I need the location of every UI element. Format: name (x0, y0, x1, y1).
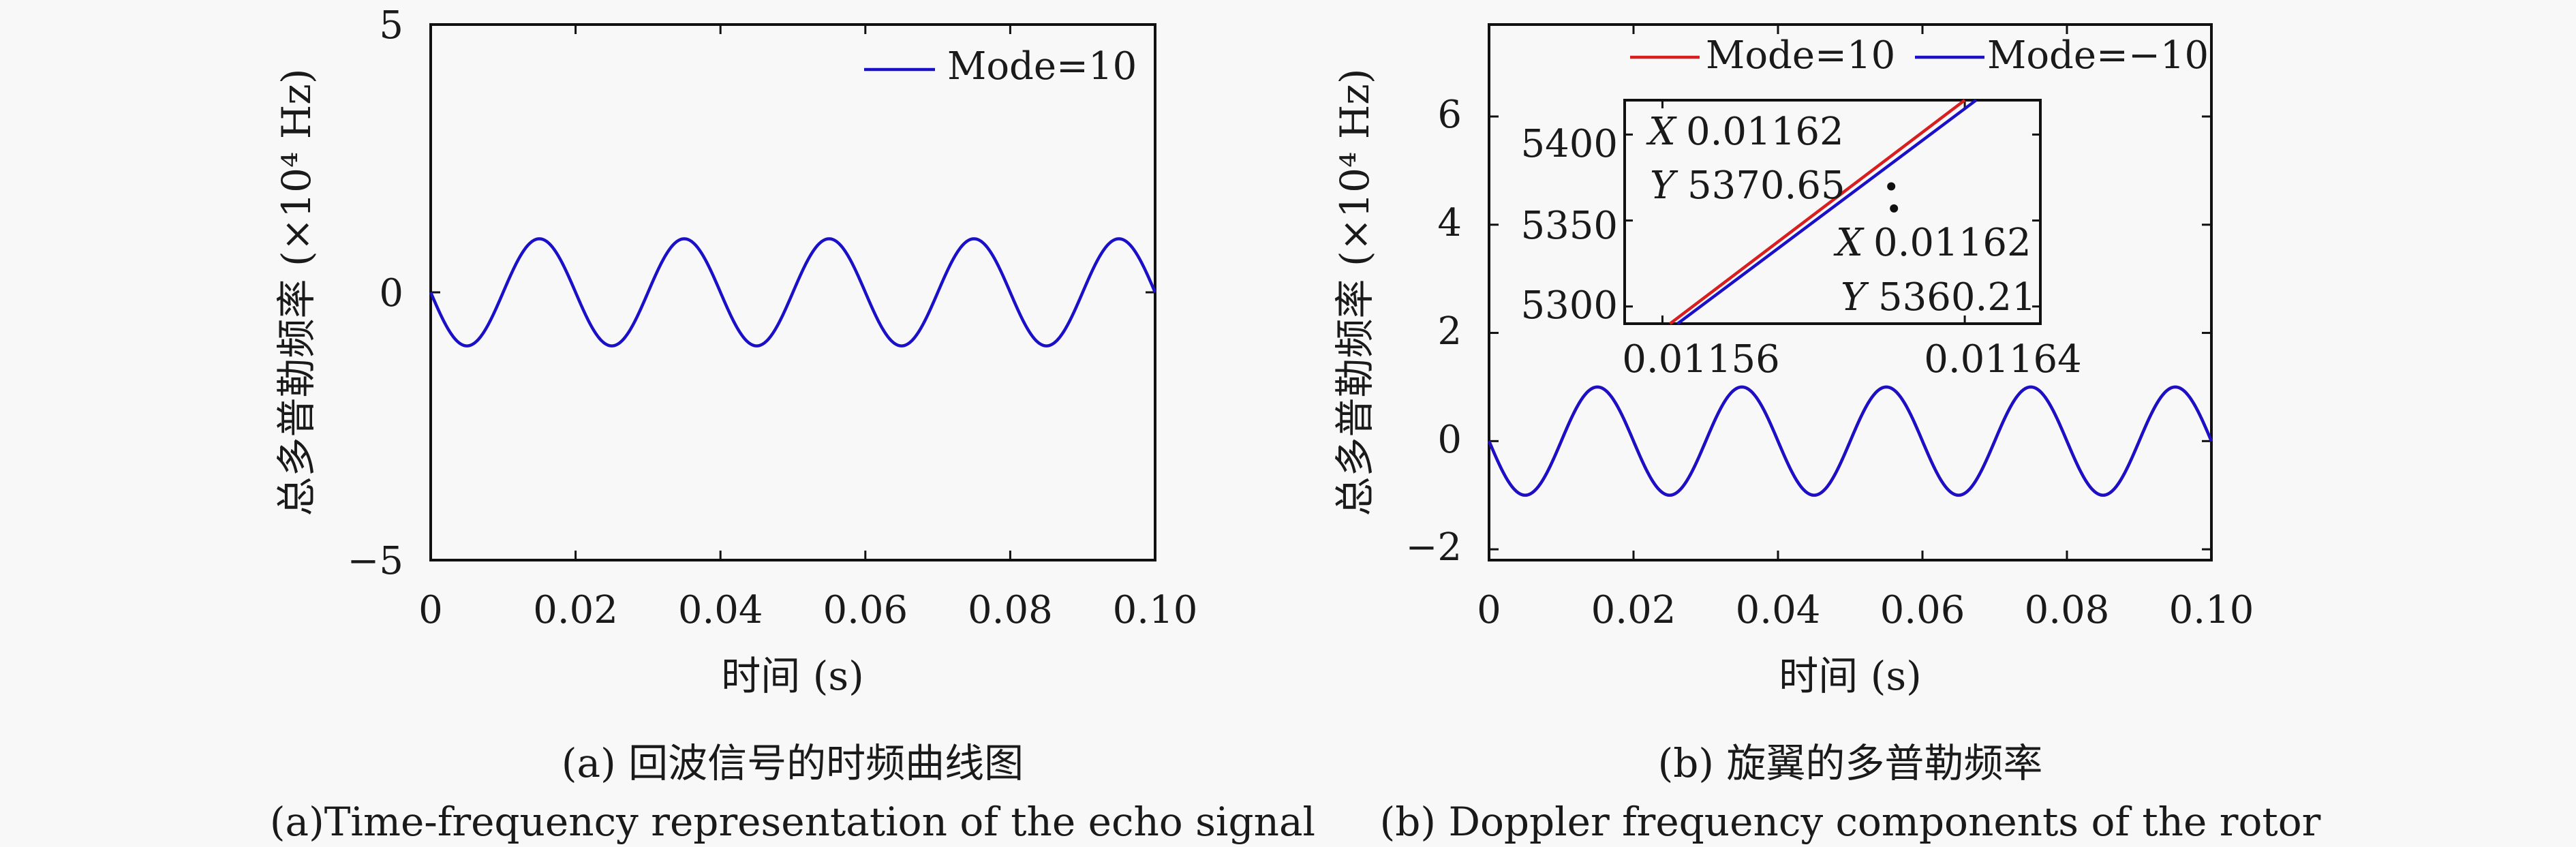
x-tick-label: 0.08 (2025, 588, 2110, 632)
panel-a: Mode=10 0 0.02 0.04 0.06 0.08 0.10 −5 0 … (270, 3, 1315, 845)
datatip-marker[interactable] (1890, 204, 1899, 213)
panel-b: Mode=10 Mode=−10 X 0.01162 Y 5370.65 X 0… (1332, 23, 2321, 845)
panel-a-caption-cn: (a) 回波信号的时频曲线图 (562, 740, 1024, 786)
y-tick-label: 5 (379, 3, 403, 48)
panel-b-ticks (1488, 25, 2213, 560)
panel-a-y-axis-label: 总多普勒频率 (×10⁴ Hz) (273, 69, 320, 517)
datatip-1: X 0.01162 Y 5370.65 (1646, 110, 1845, 208)
datatip-y-value: 5360.21 (1878, 275, 2036, 320)
datatip-2: X 0.01162 Y 5360.21 (1833, 221, 2036, 320)
datatip-x-value: 0.01162 (1873, 221, 2031, 265)
panel-a-legend: Mode=10 (864, 44, 1137, 89)
inset-y-tick-label: 5300 (1520, 283, 1618, 328)
y-tick-label: −5 (347, 539, 403, 583)
x-tick-label: 0.04 (1736, 588, 1821, 632)
inset-ticks (1625, 100, 2040, 324)
panel-b-y-axis-label: 总多普勒频率 (×10⁴ Hz) (1332, 69, 1378, 517)
inset-series-mode-10 (1669, 99, 1966, 325)
datatip-x-label: X (1833, 221, 1865, 265)
series-mode-neg-10-curve (1487, 385, 2213, 497)
panel-a-y-tick-labels: −5 0 5 (347, 3, 403, 583)
x-tick-label: 0.06 (1880, 588, 1965, 632)
panel-b-caption-cn: (b) 旋翼的多普勒频率 (1658, 740, 2043, 786)
panel-a-x-axis-label: 时间 (s) (721, 653, 863, 699)
panel-a-caption-en: (a)Time-frequency representation of the … (270, 799, 1315, 845)
datatip-x-value: 0.01162 (1686, 110, 1844, 154)
x-tick-label: 0 (418, 588, 443, 632)
panel-b-y-tick-labels: −2 0 2 4 6 (1405, 93, 1462, 570)
datatip-x-label: X (1646, 110, 1677, 154)
datatip-y-value: 5370.65 (1687, 164, 1845, 208)
panel-b-legend: Mode=10 Mode=−10 (1630, 33, 2209, 78)
inset-x-tick-labels: 0.01156 0.01164 (1622, 337, 2082, 382)
inset-y-tick-label: 5400 (1520, 122, 1618, 166)
datatip-y-label: Y (1841, 275, 1869, 320)
series-mode-10-curve (429, 237, 1157, 348)
legend-label-mode-neg-10: Mode=−10 (1987, 33, 2209, 78)
inset-y-tick-label: 5350 (1520, 204, 1618, 248)
panel-b-x-tick-labels: 0 0.02 0.04 0.06 0.08 0.10 (1477, 588, 2254, 632)
legend-label-mode-10: Mode=10 (1706, 33, 1895, 78)
x-tick-label: 0.10 (2169, 588, 2254, 632)
datatip-marker[interactable] (1887, 182, 1896, 191)
x-tick-label: 0.02 (533, 588, 618, 632)
y-tick-label: 0 (379, 271, 403, 315)
y-tick-label: −2 (1405, 525, 1462, 570)
x-tick-label: 0.02 (1591, 588, 1676, 632)
inset-x-tick-label: 0.01156 (1622, 337, 1780, 382)
zoom-inset: X 0.01162 Y 5370.65 X 0.01162 Y 5360.21 … (1520, 99, 2082, 382)
inset-frame (1623, 99, 2042, 325)
legend-label-mode-10: Mode=10 (947, 44, 1137, 89)
y-tick-label: 0 (1437, 418, 1462, 462)
x-tick-label: 0 (1477, 588, 1501, 632)
y-tick-label: 6 (1437, 93, 1462, 137)
y-tick-label: 4 (1437, 201, 1462, 245)
x-tick-label: 0.08 (968, 588, 1053, 632)
x-tick-label: 0.04 (678, 588, 763, 632)
panel-a-x-tick-labels: 0 0.02 0.04 0.06 0.08 0.10 (418, 588, 1197, 632)
inset-y-tick-labels: 5400 5350 5300 (1520, 122, 1618, 328)
panel-b-plot-frame (1488, 23, 2213, 561)
y-tick-label: 2 (1437, 309, 1462, 354)
datatip-y-label: Y (1650, 164, 1678, 208)
inset-x-tick-label: 0.01164 (1924, 337, 2082, 382)
x-tick-label: 0.06 (823, 588, 908, 632)
inset-series-mode-neg-10 (1676, 99, 1978, 325)
panel-b-x-axis-label: 时间 (s) (1779, 653, 1921, 699)
panel-b-caption-en: (b) Doppler frequency components of the … (1380, 799, 2321, 845)
x-tick-label: 0.10 (1113, 588, 1198, 632)
